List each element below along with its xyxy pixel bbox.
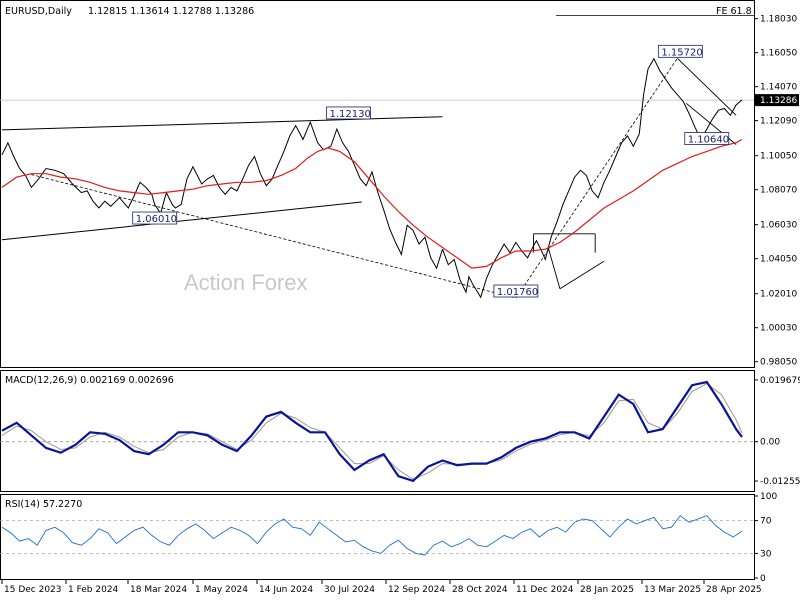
price-y-tick-label: 1.08070 [760, 186, 797, 196]
x-tick-label: 28 Apr 2025 [706, 585, 762, 595]
rsi-title: RSI(14) 57.2270 [5, 499, 82, 510]
x-tick-label: 28 Oct 2024 [452, 585, 508, 595]
price-panel [0, 0, 755, 368]
macd-y-tick-label: -0.012552 [760, 477, 800, 487]
rsi-y-tick-label: 100 [760, 492, 777, 502]
level-annotation-box [493, 284, 539, 298]
macd-panel [0, 370, 755, 492]
level-annotation: 1.06010 [136, 214, 177, 225]
fib-label: FE 61.8 [716, 6, 752, 17]
x-tick-label: 13 Mar 2025 [644, 585, 701, 595]
price-y-tick-label: 1.04050 [760, 255, 797, 265]
level-annotation-box [657, 44, 703, 58]
price-y-tick-label: 1.12090 [760, 117, 797, 127]
level-annotation-box [132, 211, 178, 225]
ohlc-label: 1.12815 1.13614 1.12788 1.13286 [88, 6, 254, 17]
macd-y-tick-label: 0.019679 [760, 376, 800, 386]
x-tick-label: 12 Sep 2024 [388, 585, 445, 595]
level-annotation: 1.15720 [661, 47, 702, 58]
price-y-tick-label: 0.98050 [760, 358, 797, 368]
level-annotation-box [684, 132, 730, 145]
macd-title: MACD(12,26,9) 0.002169 0.002696 [5, 375, 174, 386]
x-tick-label: 1 Feb 2024 [68, 585, 119, 595]
trend-line [547, 247, 561, 289]
x-tick-label: 14 Jun 2024 [259, 585, 313, 595]
x-tick-label: 11 Dec 2024 [516, 585, 574, 595]
price-line [442, 57, 743, 299]
level-annotation: 1.01760 [497, 287, 538, 298]
current-price-label: 1.13286 [760, 96, 797, 106]
symbol-label: EURUSD,Daily [5, 6, 72, 17]
rsi-y-tick-label: 70 [760, 517, 772, 527]
price-y-tick-label: 1.16050 [760, 49, 797, 59]
macd-line [1, 380, 743, 483]
x-tick-label: 15 Dec 2023 [4, 585, 62, 595]
price-y-tick-label: 1.10050 [760, 152, 797, 162]
trend-line [1, 201, 362, 241]
level-annotation-box [326, 106, 371, 120]
trend-line [677, 57, 737, 116]
rsi-panel [0, 494, 755, 580]
price-y-tick-label: 1.02010 [760, 290, 797, 300]
price-y-tick-label: 1.00030 [760, 324, 797, 334]
rsi-line [1, 515, 743, 556]
price-y-tick-label: 1.18030 [760, 15, 797, 25]
trend-line [515, 58, 678, 299]
x-tick-label: 1 May 2024 [195, 585, 248, 595]
current-price-box [755, 94, 799, 107]
x-tick-label: 30 Jul 2024 [324, 585, 375, 595]
x-tick-label: 28 Jan 2025 [580, 585, 634, 595]
rsi-y-tick-label: 30 [760, 549, 772, 559]
macd-y-tick-label: 0.00 [760, 438, 780, 448]
watermark: Action Forex [184, 270, 308, 295]
moving-average-line [1, 138, 743, 269]
trend-line [559, 260, 605, 290]
trend-line [31, 174, 516, 299]
level-annotation: 1.12130 [330, 109, 371, 120]
price-y-tick-label: 1.14070 [760, 83, 797, 93]
price-y-tick-label: 1.06030 [760, 221, 797, 231]
level-annotation: 1.10640 [688, 135, 729, 146]
price-line [1, 120, 443, 270]
rsi-y-tick-label: 0 [760, 574, 766, 584]
x-tick-label: 18 Mar 2024 [130, 585, 187, 595]
